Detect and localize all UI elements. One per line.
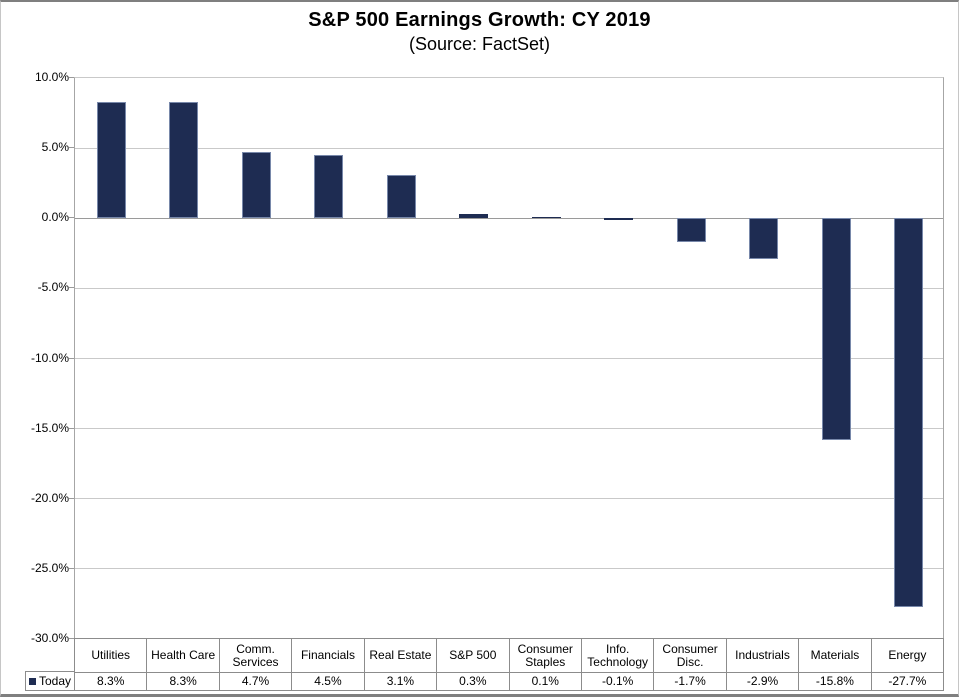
y-axis-tick-label: -30.0% — [30, 631, 69, 645]
chart-title: S&P 500 Earnings Growth: CY 2019 — [308, 9, 651, 31]
bar-energy — [894, 218, 924, 607]
value-cell: 4.7% — [220, 673, 293, 690]
gridline — [75, 568, 943, 570]
y-axis-tick-label: -5.0% — [37, 280, 69, 295]
y-axis-tick-label: -20.0% — [30, 490, 69, 505]
bar-real-estate — [386, 174, 416, 219]
value-cell: 4.5% — [292, 673, 365, 690]
y-axis-tick — [69, 77, 74, 78]
category-label: Consumer Staples — [510, 639, 582, 672]
legend: Today — [25, 671, 75, 691]
y-axis-tick-label: 0.0% — [41, 210, 69, 225]
y-axis-tick-label: -15.0% — [30, 420, 69, 435]
value-cell: 8.3% — [147, 673, 220, 690]
category-label: Info. Technology — [582, 639, 655, 672]
value-cell: -0.1% — [582, 673, 655, 690]
bar-consumer-disc — [676, 218, 706, 243]
bar-industrials — [749, 218, 779, 259]
category-label: S&P 500 — [437, 639, 510, 672]
category-label: Energy — [888, 648, 927, 662]
y-axis-tick-label: 10.0% — [34, 70, 69, 84]
y-axis-tick-label: -25.0% — [30, 560, 69, 575]
gridline — [75, 287, 943, 289]
bar-utilities — [96, 101, 126, 219]
value-cell: 0.1% — [510, 673, 582, 690]
bar-health-care — [169, 101, 199, 219]
value-cell: -27.7% — [888, 674, 927, 688]
category-label: Health Care — [147, 639, 220, 672]
data-table: Utilities Health Care Comm. Services Financ… — [74, 638, 944, 691]
value-cell: -2.9% — [727, 673, 800, 690]
y-axis-tick — [69, 147, 74, 149]
y-axis-tick — [69, 638, 74, 639]
value-cell: 8.3% — [75, 673, 148, 690]
category-label: Utilities — [75, 639, 148, 672]
category-label: Real Estate — [365, 639, 438, 672]
y-axis-tick — [69, 427, 74, 429]
category-label-row: Utilities Health Care Comm. Services Financ… — [75, 639, 943, 673]
zero-axis-line — [75, 217, 943, 219]
y-axis-tick — [69, 497, 74, 499]
bar-comm-services — [241, 152, 271, 219]
y-axis-tick-label: -10.0% — [30, 350, 69, 365]
y-axis-tick — [69, 287, 74, 289]
value-row: 8.3% 8.3% 4.7% 4.5% 3.1% 0.3% 0.1% -0.1% -1.7% -2… — [75, 673, 943, 690]
category-label: Consumer Disc. — [654, 639, 727, 672]
category-label: Financials — [292, 639, 365, 672]
bar-consumer-staples — [531, 216, 561, 219]
gridline — [75, 358, 943, 359]
chart-subtitle: (Source: FactSet) — [408, 34, 551, 54]
value-cell: 0.3% — [437, 673, 510, 690]
y-axis-tick — [69, 567, 74, 569]
y-axis-tick-label: 5.0% — [41, 140, 69, 155]
category-label: Materials — [799, 639, 872, 672]
bar-info-technology — [604, 218, 634, 220]
legend-marker-icon — [28, 677, 36, 685]
value-cell: -15.8% — [799, 673, 872, 690]
gridline — [75, 428, 943, 430]
legend-label: Today — [38, 674, 72, 688]
gridline — [75, 147, 943, 149]
value-cell: -1.7% — [654, 673, 727, 690]
bar-financials — [314, 155, 344, 219]
y-axis-tick — [69, 217, 74, 219]
category-label: Comm. Services — [220, 639, 293, 672]
bar-s-p-500 — [459, 214, 489, 219]
y-axis-tick — [69, 357, 74, 359]
gridline — [75, 498, 943, 500]
category-label: Industrials — [727, 639, 800, 672]
bar-materials — [821, 218, 851, 440]
value-cell: 3.1% — [365, 673, 438, 690]
plot-area — [74, 77, 944, 638]
